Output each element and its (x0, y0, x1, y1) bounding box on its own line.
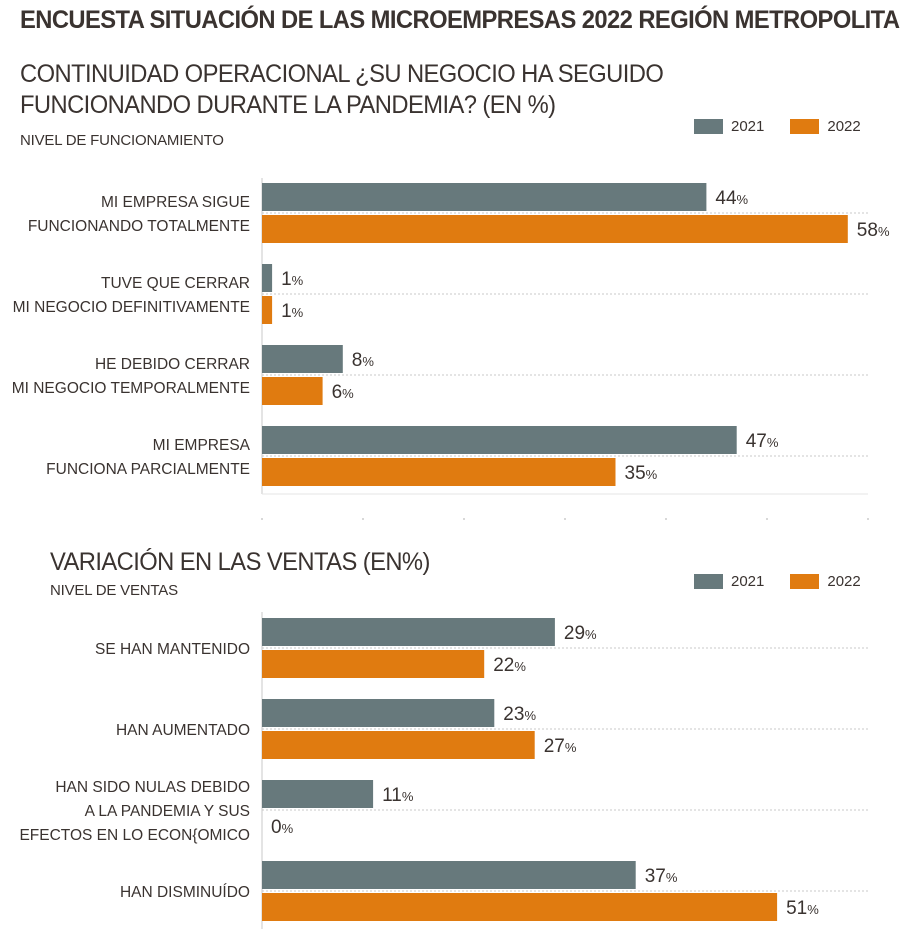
data-label: 8% (352, 350, 375, 371)
category-label: HAN SIDO NULAS DEBIDO (55, 779, 250, 796)
category-label: HAN DISMINUÍDO (120, 884, 250, 901)
chart-1-subtitle: NIVEL DE FUNCIONAMIENTO (20, 132, 224, 149)
category-label: FUNCIONA PARCIALMENTE (46, 461, 250, 478)
data-label: 22% (493, 655, 526, 676)
data-label: 27% (544, 736, 577, 757)
chart-1-legend: 2021 2022 (694, 118, 861, 135)
data-label: 37% (645, 866, 678, 887)
chart-2-subtitle: NIVEL DE VENTAS (50, 582, 178, 599)
data-label: 6% (332, 382, 355, 403)
bar-2021 (262, 345, 343, 373)
category-label: MI NEGOCIO DEFINITIVAMENTE (13, 299, 250, 316)
bar-2022 (262, 458, 616, 486)
chart-2-title: VARIACIÓN EN LAS VENTAS (EN%) (50, 548, 430, 576)
chart-1-title-line-2: FUNCIONANDO DURANTE LA PANDEMIA? (EN %) (20, 91, 556, 119)
legend-label-2022: 2022 (827, 573, 861, 590)
bar-2022 (262, 296, 273, 324)
data-label: 1% (281, 269, 304, 290)
bar-2021 (262, 183, 707, 211)
legend-swatch-2021 (694, 119, 723, 134)
legend-label-2021: 2021 (731, 573, 765, 590)
chart-2-legend: 2021 2022 (694, 573, 861, 590)
legend-item-2021: 2021 (694, 118, 764, 135)
category-label: TUVE QUE CERRAR (101, 275, 250, 292)
continuity-bar-chart: MI EMPRESA SIGUE FUNCIONANDO TOTALMENTE 44… (12, 178, 890, 520)
legend-item-2021: 2021 (694, 573, 764, 590)
data-label: 29% (564, 623, 597, 644)
category-label: EFECTOS EN LO ECON{OMICO (19, 827, 250, 844)
chart-1-title: CONTINUIDAD OPERACIONAL ¿SU NEGOCIO HA S… (20, 59, 664, 121)
bar-2022 (262, 650, 485, 678)
bar-2022 (262, 893, 778, 921)
category-label: HAN AUMENTADO (116, 722, 250, 739)
category-label: MI NEGOCIO TEMPORALMENTE (12, 380, 250, 397)
bar-2021 (262, 699, 495, 727)
category-label: HE DEBIDO CERRAR (95, 356, 250, 373)
legend-item-2022: 2022 (790, 118, 861, 135)
page-title: ENCUESTA SITUACIÓN DE LAS MICROEMPRESAS … (20, 6, 900, 34)
category-label: FUNCIONANDO TOTALMENTE (28, 218, 250, 235)
bar-2021 (262, 861, 636, 889)
legend-swatch-2022 (790, 119, 820, 134)
category-label: MI EMPRESA SIGUE (101, 194, 250, 211)
data-label: 23% (503, 704, 536, 725)
bar-2022 (262, 215, 848, 243)
bar-2021 (262, 780, 374, 808)
data-label: 47% (746, 431, 779, 452)
data-label: 58% (857, 220, 890, 241)
data-label: 51% (786, 898, 819, 919)
legend-swatch-2021 (694, 574, 723, 589)
bar-2022 (262, 731, 535, 759)
data-label: 0% (271, 817, 294, 838)
legend-label-2021: 2021 (731, 118, 765, 135)
sales-variation-bar-chart: SE HAN MANTENIDO 29% 22% HAN AUMENTADO 23% 27… (19, 612, 868, 929)
legend-label-2022: 2022 (827, 118, 861, 135)
category-label: SE HAN MANTENIDO (95, 641, 250, 658)
legend-item-2022: 2022 (790, 573, 861, 590)
bar-2021 (262, 618, 555, 646)
category-label: MI EMPRESA (153, 437, 251, 454)
data-label: 44% (715, 188, 748, 209)
bar-2021 (262, 264, 273, 292)
legend-swatch-2022 (790, 574, 820, 589)
data-label: 11% (382, 785, 414, 806)
data-label: 35% (625, 463, 658, 484)
category-label: A LA PANDEMIA Y SUS (85, 803, 250, 820)
bar-2021 (262, 426, 737, 454)
data-label: 1% (281, 301, 304, 322)
bar-2022 (262, 377, 323, 405)
chart-1-title-line-1: CONTINUIDAD OPERACIONAL ¿SU NEGOCIO HA S… (20, 60, 664, 88)
